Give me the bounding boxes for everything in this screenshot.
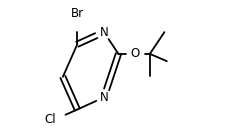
Text: N: N <box>99 26 108 39</box>
Text: Cl: Cl <box>44 113 55 126</box>
Text: N: N <box>99 91 108 104</box>
Text: O: O <box>130 47 139 60</box>
Text: Br: Br <box>70 7 83 20</box>
